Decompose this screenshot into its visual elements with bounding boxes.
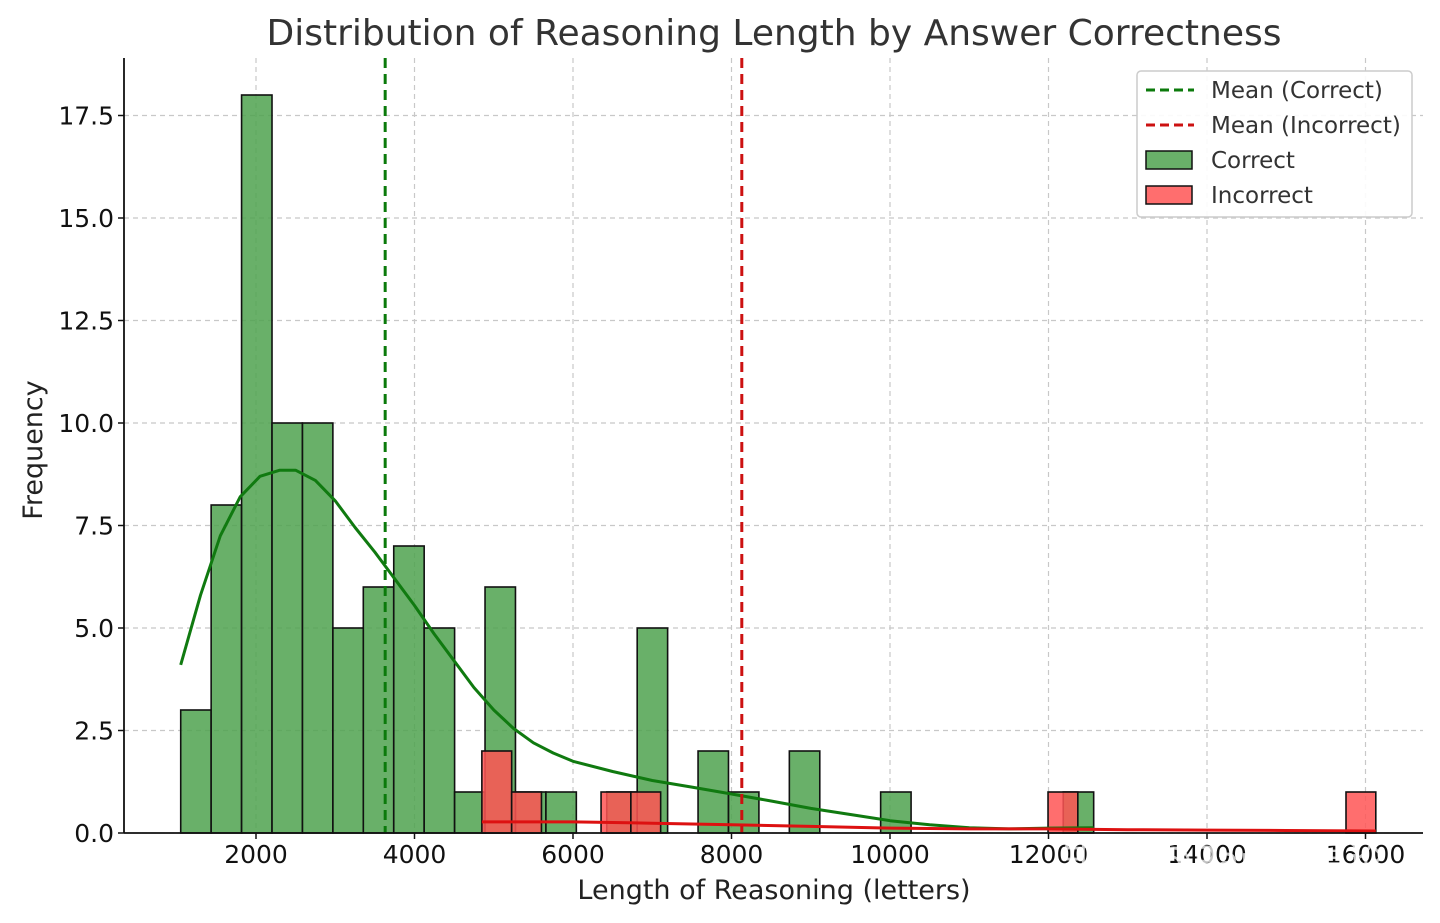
x-axis-label: Length of Reasoning (letters) xyxy=(577,875,970,906)
legend-label-mean-incorrect: Mean (Incorrect) xyxy=(1211,113,1401,139)
legend-label-correct: Correct xyxy=(1211,148,1295,174)
bar-correct xyxy=(179,709,212,834)
x-tick-label: 10000 xyxy=(850,840,930,869)
bar-correct xyxy=(271,422,304,834)
x-tick-label: 14000 xyxy=(1167,840,1247,869)
bar-correct xyxy=(545,791,578,834)
x-tick-label: 6000 xyxy=(541,840,605,869)
bar-correct xyxy=(423,627,456,834)
y-tick-label: 15.0 xyxy=(58,204,114,233)
x-tick-label: 16000 xyxy=(1326,840,1406,869)
watermark: 知乎 @Paper易论 xyxy=(1060,839,1386,885)
y-tick-label: 2.5 xyxy=(74,717,114,746)
legend-frame xyxy=(1136,70,1413,218)
bar-incorrect xyxy=(1345,791,1377,834)
legend: Mean (Correct) Mean (Incorrect) Correct … xyxy=(1136,70,1413,218)
y-tick-label: 5.0 xyxy=(74,614,114,643)
bar-incorrect xyxy=(481,750,513,834)
bar-incorrect xyxy=(600,791,632,834)
bar-incorrect xyxy=(510,791,543,834)
bar-correct xyxy=(453,791,486,834)
legend-label-mean-correct: Mean (Correct) xyxy=(1211,78,1383,104)
kde-curve-incorrect xyxy=(481,820,1376,833)
legend-swatch-correct xyxy=(1145,150,1193,170)
y-tick-label: 12.5 xyxy=(58,307,114,336)
bar-incorrect xyxy=(630,791,662,834)
axes xyxy=(118,58,1423,839)
bar-correct xyxy=(788,750,821,834)
kde-curves xyxy=(179,468,1376,833)
x-tick-label: 2000 xyxy=(224,840,288,869)
bar-incorrect xyxy=(1047,791,1079,834)
x-tick-label: 12000 xyxy=(1009,840,1089,869)
x-tick-label: 8000 xyxy=(700,840,764,869)
tick-labels: 2000 4000 6000 8000 10000 12000 14000 16000 0.0 2… xyxy=(58,102,1405,870)
bar-correct xyxy=(332,627,365,834)
legend-swatch-incorrect xyxy=(1145,185,1193,205)
y-tick-label: 7.5 xyxy=(74,512,114,541)
bar-correct xyxy=(392,545,425,834)
mean-lines xyxy=(383,58,744,833)
y-axis-label: Frequency xyxy=(18,380,49,520)
legend-label-incorrect: Incorrect xyxy=(1211,183,1313,209)
y-tick-label: 0.0 xyxy=(74,819,114,848)
y-tick-label: 10.0 xyxy=(58,409,114,438)
histogram-bars xyxy=(179,94,1377,834)
chart-title: Distribution of Reasoning Length by Answ… xyxy=(266,13,1281,54)
bar-correct xyxy=(240,94,273,834)
x-tick-label: 4000 xyxy=(383,840,447,869)
y-tick-label: 17.5 xyxy=(58,102,114,131)
kde-curve-correct xyxy=(179,468,1094,831)
bar-correct xyxy=(362,586,395,834)
